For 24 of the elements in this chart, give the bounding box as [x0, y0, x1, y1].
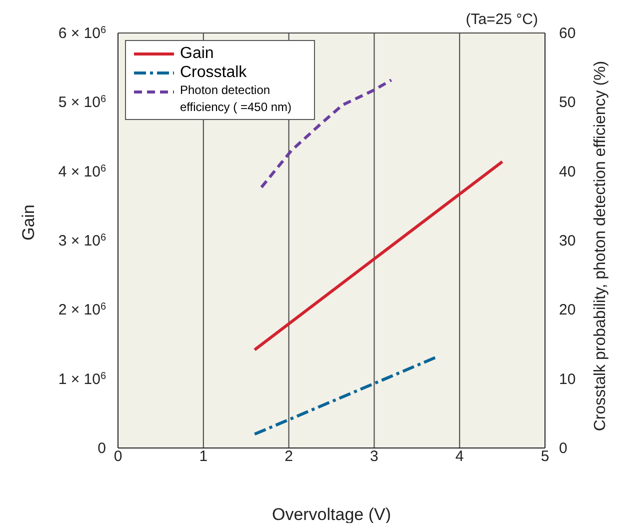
- x-tick-label: 3: [370, 448, 378, 465]
- y2-tick-label: 50: [559, 94, 576, 112]
- y-tick-label: 5 × 10$^{6}$: [58, 94, 106, 112]
- y-tick-label: 1 × 10$^{6}$: [58, 370, 106, 388]
- legend-label: Photon detection efficiency ( =450 nm): [180, 82, 292, 116]
- y-tick-label: 4 × 10$^{6}$: [58, 162, 106, 180]
- legend-label: Gain: [180, 44, 214, 63]
- x-tick-label: 0: [114, 448, 122, 465]
- y-tick-label: 3 × 10$^{6}$: [58, 232, 106, 250]
- y2-tick-label: 20: [559, 302, 576, 319]
- y-tick-label: 6 × 10$^{6}$: [58, 24, 106, 42]
- y2-tick-label: 40: [559, 163, 576, 180]
- y-axis-title: Gain: [19, 204, 38, 240]
- text: (Ta=25 °C): [466, 11, 538, 28]
- x-tick-label: 1: [199, 448, 208, 465]
- y2-axis-title: Crosstalk probability, photon detection efficiency (%): [592, 60, 609, 432]
- y2-tick-label: 30: [559, 232, 576, 250]
- x-tick-label: 2: [284, 448, 293, 465]
- legend-label: Crosstalk: [180, 63, 247, 82]
- y2-tick-label: 60: [559, 25, 576, 42]
- y-tick-label: 2 × 10$^{6}$: [58, 301, 106, 319]
- x-tick-label: 4: [455, 448, 464, 465]
- x-tick-label: 5: [540, 448, 550, 465]
- y2-tick-label: 10: [559, 370, 576, 388]
